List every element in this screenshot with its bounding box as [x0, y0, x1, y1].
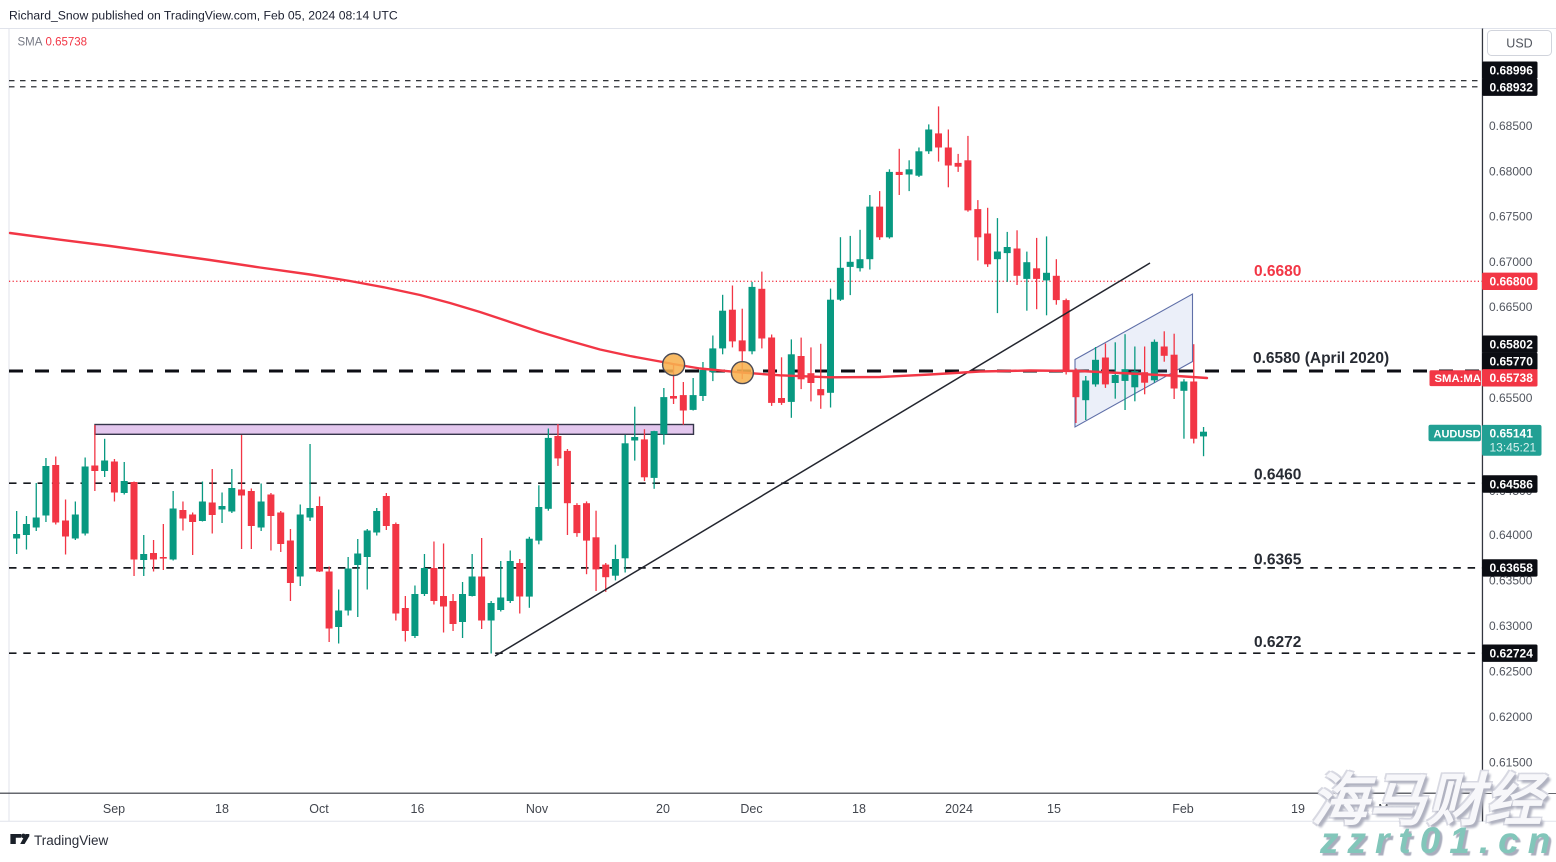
svg-text:Feb: Feb — [1172, 802, 1194, 816]
svg-text:0.64000: 0.64000 — [1489, 528, 1533, 542]
svg-text:SMA:MA: SMA:MA — [1435, 373, 1481, 385]
svg-text:0.61500: 0.61500 — [1489, 755, 1533, 769]
svg-text:Sep: Sep — [103, 802, 125, 816]
svg-text:0.66500: 0.66500 — [1489, 300, 1533, 314]
svg-text:0.65770: 0.65770 — [1490, 355, 1534, 369]
svg-text:0.67000: 0.67000 — [1489, 255, 1533, 269]
svg-text:13:45:21: 13:45:21 — [1490, 441, 1537, 455]
svg-text:0.6680: 0.6680 — [1254, 263, 1301, 280]
svg-text:0.68932: 0.68932 — [1490, 81, 1534, 95]
svg-text:0.68996: 0.68996 — [1490, 64, 1534, 78]
svg-text:0.65738: 0.65738 — [1490, 371, 1534, 385]
svg-text:0.65500: 0.65500 — [1489, 391, 1533, 405]
svg-text:19: 19 — [1291, 802, 1305, 816]
svg-text:18: 18 — [215, 802, 229, 816]
svg-text:18: 18 — [852, 802, 866, 816]
svg-text:0.6365: 0.6365 — [1254, 552, 1302, 569]
svg-text:0.63658: 0.63658 — [1490, 561, 1534, 575]
svg-text:SMA: SMA — [18, 37, 43, 49]
svg-text:Nov: Nov — [526, 802, 549, 816]
svg-text:Oct: Oct — [309, 802, 329, 816]
svg-text:0.6272: 0.6272 — [1254, 634, 1301, 651]
svg-text:Mar: Mar — [1378, 802, 1400, 816]
svg-text:TradingView: TradingView — [34, 833, 109, 848]
svg-text:0.67500: 0.67500 — [1489, 210, 1533, 224]
svg-text:USD: USD — [1506, 37, 1532, 51]
svg-text:AUDUSD: AUDUSD — [1434, 428, 1481, 440]
svg-text:0.65738: 0.65738 — [46, 37, 88, 49]
svg-text:0.63000: 0.63000 — [1489, 619, 1533, 633]
svg-text:Richard_Snow published on Trad: Richard_Snow published on TradingView.co… — [9, 9, 398, 23]
svg-text:0.65141: 0.65141 — [1490, 427, 1534, 441]
svg-text:0.66800: 0.66800 — [1490, 275, 1534, 289]
svg-text:15: 15 — [1047, 802, 1061, 816]
svg-text:0.64586: 0.64586 — [1490, 477, 1534, 491]
svg-text:0.63500: 0.63500 — [1489, 573, 1533, 587]
svg-text:Dec: Dec — [740, 802, 762, 816]
svg-text:0.6580 (April 2020): 0.6580 (April 2020) — [1253, 350, 1389, 367]
svg-text:0.68500: 0.68500 — [1489, 119, 1533, 133]
svg-text:20: 20 — [656, 802, 670, 816]
svg-text:0.6460: 0.6460 — [1254, 467, 1301, 484]
svg-text:2024: 2024 — [945, 802, 973, 816]
svg-text:0.62724: 0.62724 — [1490, 647, 1534, 661]
svg-text:0.68000: 0.68000 — [1489, 165, 1533, 179]
svg-text:16: 16 — [411, 802, 425, 816]
svg-text:0.65802: 0.65802 — [1490, 338, 1534, 352]
svg-text:0.62500: 0.62500 — [1489, 664, 1533, 678]
svg-text:0.62000: 0.62000 — [1489, 710, 1533, 724]
